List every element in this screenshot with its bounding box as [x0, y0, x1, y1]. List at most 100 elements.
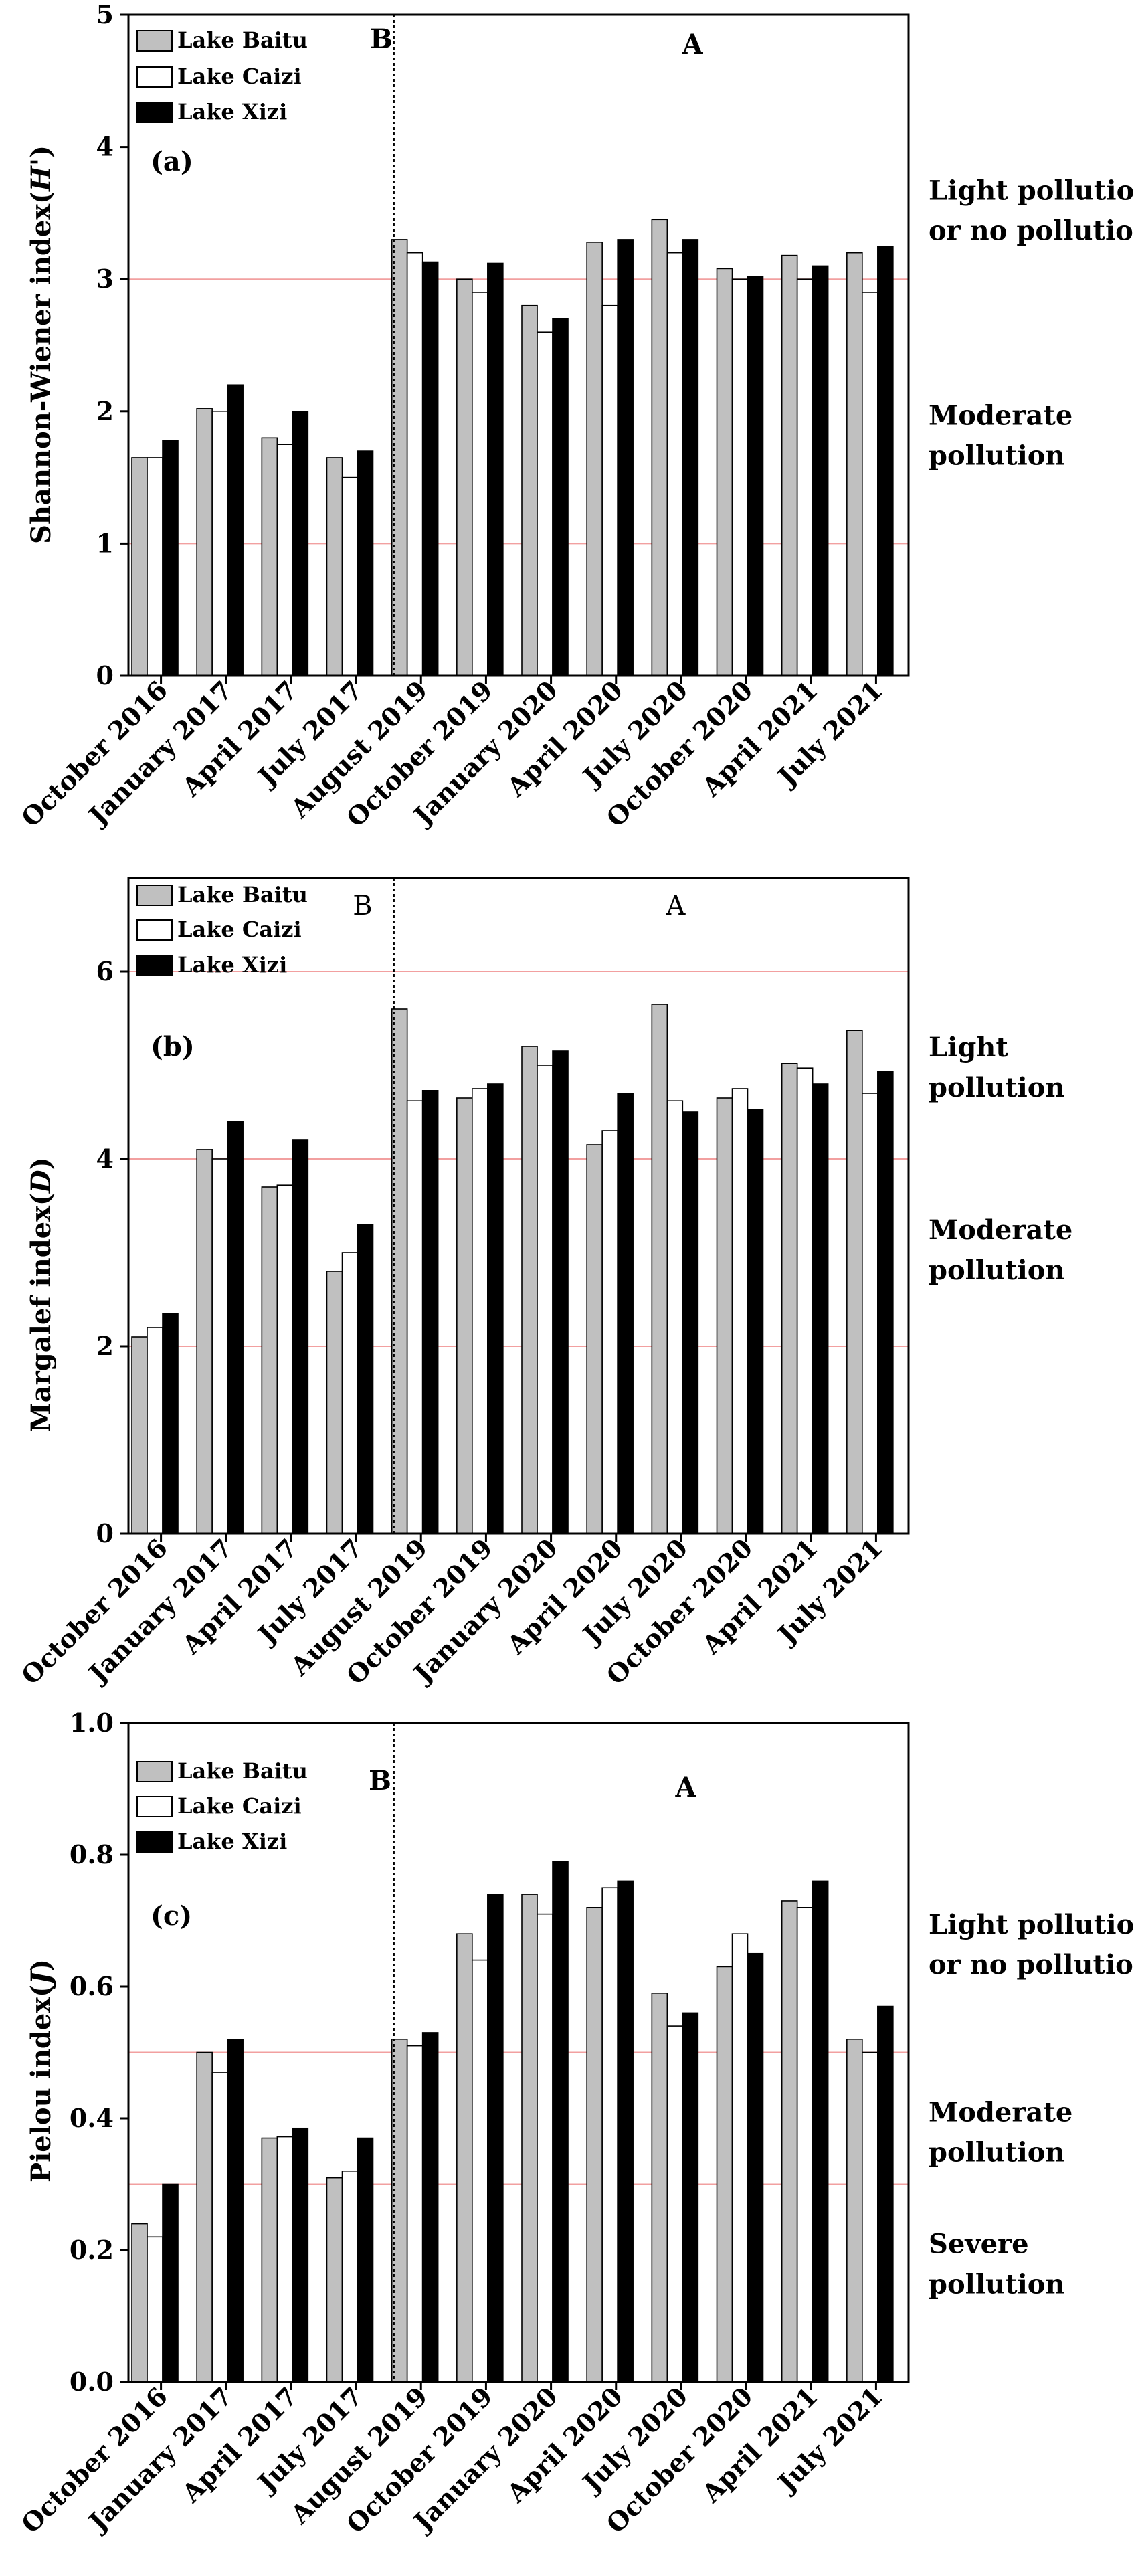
bar-lake-caizi-october-2016 [147, 457, 163, 676]
panel-c-plot-frame [127, 1722, 910, 2383]
panel-c-pollution-label: Light pollution or no pollution [929, 1909, 1134, 1981]
bar-lake-xizi-october-2019 [487, 1894, 504, 2383]
bar-lake-xizi-april-2021 [812, 265, 829, 676]
bar-lake-caizi-january-2020 [537, 331, 553, 676]
pollution-label-line: Moderate [929, 2097, 1072, 2128]
legend-swatch-lake-xizi [136, 102, 173, 123]
bar-lake-xizi-july-2017 [357, 1224, 374, 1534]
pollution-label-line: pollution [929, 1255, 1065, 1286]
legend-swatch-lake-xizi [136, 955, 173, 976]
bar-lake-caizi-july-2021 [862, 292, 878, 676]
bar-lake-xizi-july-2017 [357, 2137, 374, 2383]
svg-text:Shannon-Wiener index(H'): Shannon-Wiener index(H') [25, 145, 57, 544]
pollution-label-line: or no pollution [929, 215, 1134, 246]
bar-lake-caizi-january-2017 [211, 2072, 228, 2383]
legend-swatch-lake-xizi [136, 1831, 173, 1853]
bar-lake-caizi-july-2020 [666, 252, 684, 676]
bar-lake-baitu-october-2016 [131, 2223, 148, 2383]
bar-lake-caizi-july-2017 [341, 476, 359, 676]
bar-lake-xizi-august-2019 [421, 261, 439, 676]
bar-lake-caizi-october-2019 [472, 1959, 488, 2383]
bar-lake-baitu-july-2017 [326, 457, 343, 676]
bar-lake-caizi-october-2020 [731, 278, 749, 676]
bar-lake-caizi-april-2021 [796, 278, 814, 676]
bar-lake-baitu-april-2017 [261, 2137, 278, 2383]
bar-lake-caizi-october-2016 [147, 1327, 163, 1534]
panel-b-pollution-label: Moderate pollution [929, 1214, 1072, 1286]
bar-lake-baitu-july-2020 [651, 1004, 668, 1534]
panel-c-ylabel-text: Pielou index [25, 1997, 57, 2183]
panel-b-label: (b) [151, 1031, 195, 1063]
panel-a-y-tick-label: 1 [96, 528, 114, 558]
bar-lake-baitu-january-2020 [521, 1046, 538, 1534]
bar-lake-caizi-october-2020 [731, 1088, 749, 1534]
pollution-label-line: pollution [929, 440, 1065, 471]
bar-lake-caizi-april-2017 [276, 444, 294, 676]
panel-a-period-a-label: A [681, 29, 703, 60]
bar-lake-xizi-april-2020 [617, 239, 634, 676]
bar-lake-xizi-august-2019 [421, 1090, 439, 1534]
bar-lake-xizi-january-2020 [552, 1050, 569, 1534]
bar-lake-xizi-april-2017 [292, 1139, 309, 1534]
legend-swatch-lake-caizi [136, 919, 173, 941]
bar-lake-xizi-april-2021 [812, 1880, 829, 2383]
panel-a-y-tick-label: 0 [96, 660, 114, 691]
panel-b-period-b-label: B [353, 891, 372, 921]
bar-lake-caizi-july-2020 [666, 1100, 684, 1534]
bar-lake-baitu-january-2020 [521, 1894, 538, 2383]
bar-lake-xizi-october-2019 [487, 262, 504, 676]
bar-lake-xizi-july-2021 [877, 245, 894, 676]
bar-lake-caizi-july-2020 [666, 2025, 684, 2383]
bar-lake-xizi-july-2020 [682, 1111, 699, 1534]
panel-b-legend: Lake Baitu Lake Caizi Lake Xizi [136, 882, 308, 978]
bar-lake-baitu-october-2019 [456, 278, 473, 676]
panel-c-y-tick-label: 0.6 [70, 1971, 114, 2001]
panel-c-label: (c) [151, 1900, 192, 1932]
pollution-label-line: Light [929, 1032, 1008, 1063]
bar-lake-xizi-april-2021 [812, 1083, 829, 1534]
pollution-label-line: pollution [929, 1072, 1065, 1103]
bar-lake-baitu-october-2020 [716, 268, 733, 676]
panel-c-y-tick-label: 0.4 [70, 2103, 114, 2133]
bar-lake-baitu-april-2021 [781, 1063, 798, 1534]
panel-a-label: (a) [151, 146, 193, 177]
bar-lake-baitu-october-2016 [131, 457, 148, 676]
bar-lake-baitu-july-2020 [651, 219, 668, 676]
bar-lake-xizi-august-2019 [421, 2032, 439, 2383]
bar-lake-xizi-july-2020 [682, 239, 699, 676]
panel-c-y-tick-label: 1.0 [70, 1708, 114, 1738]
bar-lake-caizi-january-2020 [537, 1913, 553, 2383]
panel-b-y-axis-title: Margalef index(D) [25, 1157, 57, 1432]
bar-lake-caizi-october-2019 [472, 1088, 488, 1534]
panel-c-y-axis-title: Pielou index(J) [25, 1959, 57, 2183]
panel-b-period-a-label: A [666, 891, 686, 921]
panel-a-pollution-label: Moderate pollution [929, 399, 1072, 471]
bar-lake-caizi-october-2020 [731, 1933, 749, 2383]
pollution-label-line: pollution [929, 2137, 1065, 2169]
bar-lake-caizi-january-2017 [211, 410, 228, 676]
panel-c-pollution-label: Severe pollution [929, 2229, 1065, 2300]
bar-lake-baitu-january-2017 [196, 2051, 213, 2383]
bar-lake-caizi-august-2019 [406, 2045, 423, 2383]
panel-a-y-tick-label: 3 [96, 264, 114, 294]
bar-lake-caizi-july-2021 [862, 2051, 878, 2383]
bar-lake-xizi-october-2016 [162, 440, 179, 676]
bar-lake-xizi-july-2021 [877, 2005, 894, 2383]
bar-lake-caizi-april-2017 [276, 2136, 294, 2383]
pollution-label-line: Moderate [929, 399, 1072, 431]
panel-a-ylabel-text: Shannon-Wiener index [25, 203, 57, 544]
bar-lake-xizi-april-2017 [292, 2127, 309, 2383]
bar-lake-xizi-july-2017 [357, 450, 374, 676]
bar-lake-baitu-april-2020 [586, 1907, 603, 2383]
legend-label-lake-baitu: Lake Baitu [177, 1758, 308, 1784]
bar-lake-xizi-january-2020 [552, 318, 569, 676]
panel-b-ylabel-text: Margalef index [25, 1205, 57, 1433]
bar-lake-xizi-october-2020 [747, 276, 764, 676]
panel-b-plot-frame [127, 877, 910, 1535]
bar-lake-xizi-july-2020 [682, 2012, 699, 2383]
bar-lake-caizi-april-2021 [796, 1907, 814, 2383]
pollution-label-line: Light pollution [929, 175, 1134, 206]
bar-lake-baitu-january-2017 [196, 408, 213, 676]
bar-lake-baitu-july-2021 [846, 1030, 863, 1534]
legend-label-lake-caizi: Lake Caizi [177, 64, 302, 89]
